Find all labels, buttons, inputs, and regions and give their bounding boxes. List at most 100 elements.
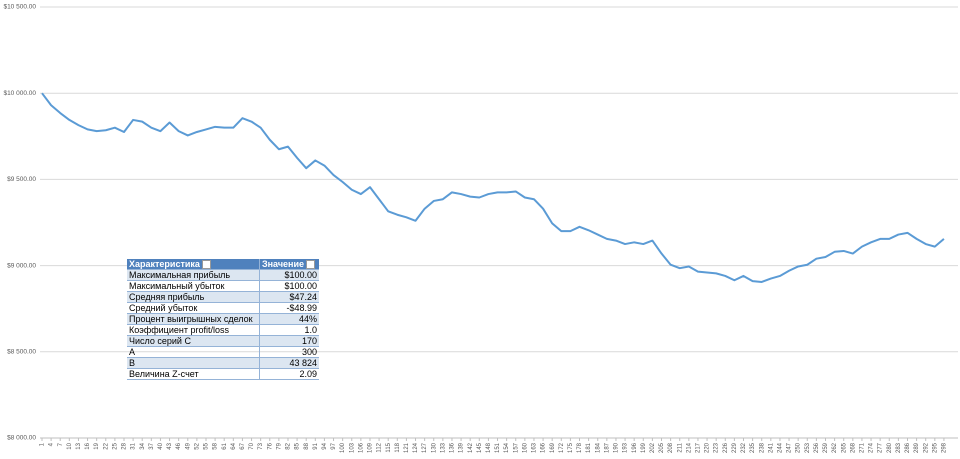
- x-tick-label: 70: [249, 442, 255, 449]
- x-tick-label: 223: [714, 442, 720, 453]
- x-tick-label: 244: [778, 442, 784, 453]
- table-row: Коэффициент profit/loss 1.0: [127, 324, 319, 337]
- x-tick-label: 40: [158, 442, 164, 449]
- cell-text: B: [129, 358, 136, 369]
- x-tick-label: 250: [796, 442, 802, 453]
- y-tick-label: $9 500.00: [7, 176, 36, 183]
- x-tick-label: 145: [477, 442, 483, 453]
- x-tick-label: 196: [632, 442, 638, 453]
- table-cell: Максимальный убыток: [127, 280, 260, 293]
- table-cell: $100.00: [258, 269, 319, 282]
- x-tick-label: 256: [814, 442, 820, 453]
- x-tick-label: 67: [240, 442, 246, 449]
- x-tick-label: 181: [586, 442, 592, 453]
- data-line: [41, 92, 945, 283]
- x-tick-label: 289: [914, 442, 920, 453]
- x-tick-label: 85: [295, 442, 301, 449]
- x-tick-label: 4: [49, 442, 55, 446]
- x-tick-label: 49: [185, 442, 191, 449]
- cell-text: Максимальный убыток: [129, 281, 225, 292]
- x-tick-label: 97: [331, 442, 337, 449]
- x-tick-label: 190: [614, 442, 620, 453]
- y-tick-label: $8 000.00: [7, 435, 36, 442]
- x-tick-label: 280: [887, 442, 893, 453]
- x-tick-label: 178: [577, 442, 583, 453]
- x-tick-label: 202: [650, 442, 656, 453]
- table-cell: Число серий С: [127, 335, 260, 348]
- x-tick-label: 13: [76, 442, 82, 449]
- cell-text: 2.09: [299, 369, 317, 380]
- table-cell: A: [127, 346, 260, 359]
- x-tick-label: 76: [267, 442, 273, 449]
- x-tick-label: 205: [659, 442, 665, 453]
- table-cell: 2.09: [258, 368, 319, 381]
- table-cell: 44%: [258, 313, 319, 326]
- table-cell: 300: [258, 346, 319, 359]
- cell-text: $100.00: [284, 281, 317, 292]
- x-tick-label: 43: [167, 442, 173, 449]
- cell-text: A: [129, 347, 136, 358]
- x-tick-label: 130: [431, 442, 437, 453]
- x-tick-label: 61: [222, 442, 228, 449]
- x-tick-label: 19: [94, 442, 100, 449]
- x-tick-label: 100: [340, 442, 346, 453]
- table-row: B 43 824: [127, 357, 319, 370]
- x-tick-label: 214: [686, 442, 692, 453]
- table-row: Средняя прибыль $47.24: [127, 291, 319, 304]
- x-tick-label: 265: [841, 442, 847, 453]
- x-tick-label: 1: [40, 442, 46, 446]
- x-tick-label: 73: [258, 442, 264, 449]
- filter-button[interactable]: [306, 260, 316, 270]
- x-tick-label: 217: [696, 442, 702, 453]
- x-tick-label: 232: [741, 442, 747, 453]
- cell-text: $47.24: [289, 292, 317, 303]
- cell-text: Средняя прибыль: [129, 292, 205, 303]
- x-tick-label: 82: [286, 442, 292, 449]
- cell-text: $100.00: [284, 270, 317, 281]
- x-tick-label: 7: [58, 442, 64, 446]
- x-tick-label: 286: [905, 442, 911, 453]
- table-cell: 1.0: [258, 324, 319, 337]
- x-tick-label: 25: [112, 442, 118, 449]
- x-tick-label: 124: [413, 442, 419, 453]
- cell-text: 1.0: [304, 325, 317, 336]
- cell-text: Характеристика: [129, 259, 200, 269]
- x-tick-label: 79: [276, 442, 282, 449]
- y-tick-label: $10 000.00: [3, 90, 36, 97]
- x-tick-label: 91: [313, 442, 319, 449]
- x-tick-label: 127: [422, 442, 428, 453]
- table-cell: $47.24: [258, 291, 319, 304]
- x-tick-label: 262: [832, 442, 838, 453]
- x-tick-label: 238: [759, 442, 765, 453]
- table-cell: Средний убыток: [127, 302, 260, 315]
- y-tick-label: $9 000.00: [7, 262, 36, 269]
- x-tick-label: 271: [860, 442, 866, 453]
- cell-text: Процент выигрышных сделок: [129, 314, 253, 325]
- x-tick-label: 46: [176, 442, 182, 449]
- x-tick-label: 10: [67, 442, 73, 449]
- x-tick-label: 112: [377, 442, 383, 452]
- filter-button[interactable]: [201, 260, 211, 270]
- x-tick-label: 295: [932, 442, 938, 453]
- y-tick-label: $10 500.00: [3, 4, 36, 11]
- x-tick-label: 169: [550, 442, 556, 453]
- x-tick-label: 115: [386, 442, 392, 452]
- x-tick-label: 151: [495, 442, 501, 453]
- x-tick-label: 34: [140, 442, 146, 449]
- x-tick-label: 298: [942, 442, 948, 453]
- x-tick-label: 109: [368, 442, 374, 453]
- table-cell: Величина Z-счет: [127, 368, 260, 381]
- x-tick-label: 193: [623, 442, 629, 453]
- table-cell: Процент выигрышных сделок: [127, 313, 260, 326]
- table-row: Число серий С 170: [127, 335, 319, 348]
- x-tick-label: 55: [204, 442, 210, 449]
- header-row: Характеристика Значение: [127, 259, 319, 271]
- x-tick-label: 166: [541, 442, 547, 453]
- x-tick-label: 106: [358, 442, 364, 453]
- x-tick-label: 283: [896, 442, 902, 453]
- table-cell: B: [127, 357, 260, 370]
- x-tick-label: 226: [723, 442, 729, 453]
- x-tick-label: 37: [149, 442, 155, 449]
